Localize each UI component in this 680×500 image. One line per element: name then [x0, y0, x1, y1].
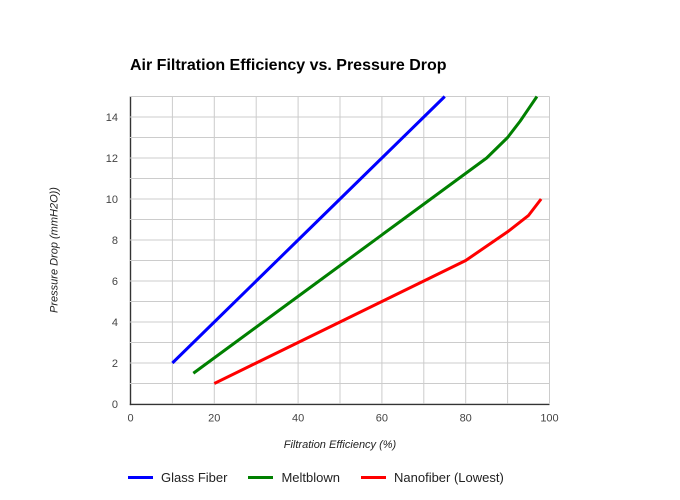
y-tick-label: 2 — [112, 358, 118, 370]
legend-label: Meltblown — [281, 470, 340, 485]
x-axis-title-text: Filtration Efficiency (%) — [283, 438, 397, 451]
series-line-glass-fiber — [171, 95, 446, 365]
series-line-meltblown — [192, 95, 539, 375]
x-tick-label: 100 — [540, 412, 558, 424]
x-tick-label: 0 — [127, 412, 133, 424]
x-tick-label: 40 — [292, 412, 304, 424]
x-axis-title: Filtration Efficiency (%) — [0, 438, 680, 451]
y-tick-label: 4 — [112, 317, 118, 329]
legend-item-nanofiber-lowest: Nanofiber (Lowest) — [361, 470, 504, 485]
legend-swatch — [128, 476, 153, 479]
y-tick-label: 10 — [106, 194, 118, 206]
y-axis-title-text: Pressure Drop (mmH2O)) — [48, 187, 61, 313]
legend-label: Nanofiber (Lowest) — [394, 470, 504, 485]
y-tick-label: 12 — [106, 153, 118, 165]
legend-swatch — [248, 476, 274, 479]
chart-title: Air Filtration Efficiency vs. Pressure D… — [130, 56, 447, 74]
y-tick-label: 14 — [106, 112, 118, 124]
legend-item-glass-fiber: Glass Fiber — [128, 470, 227, 485]
y-tick-label: 6 — [112, 276, 118, 288]
legend-swatch — [361, 476, 386, 479]
y-tick-label: 8 — [112, 235, 118, 247]
y-tick-label: 0 — [112, 399, 118, 411]
x-tick-label: 60 — [376, 412, 388, 424]
legend: Glass Fiber Meltblown Nanofiber (Lowest) — [128, 470, 504, 486]
x-tick-label: 20 — [208, 412, 220, 424]
series-line-nanofiber-lowest — [213, 198, 543, 385]
x-tick-label: 80 — [460, 412, 472, 424]
legend-item-meltblown: Meltblown — [248, 470, 340, 485]
legend-label: Glass Fiber — [161, 470, 228, 485]
